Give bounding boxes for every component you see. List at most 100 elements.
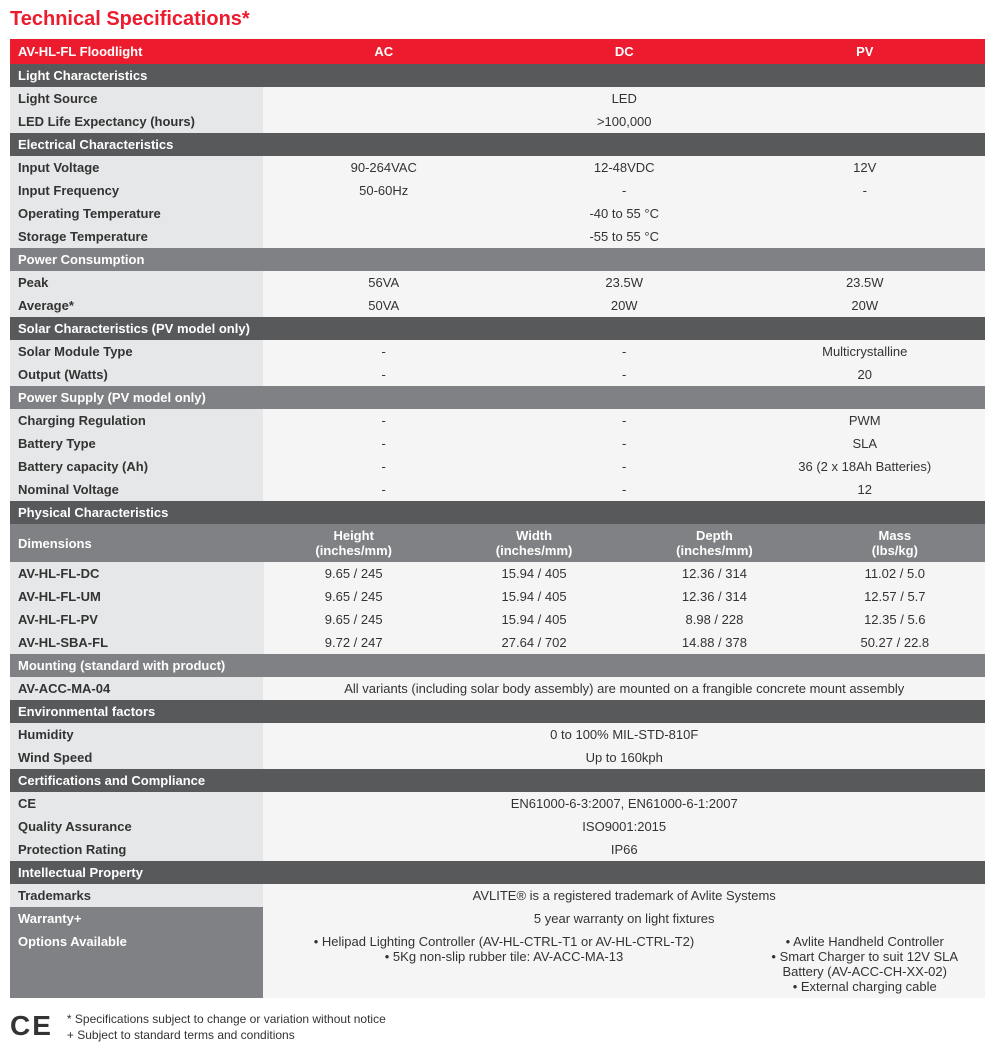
section-psupply: Power Supply (PV model only)	[10, 386, 985, 409]
row-label: Peak	[10, 271, 263, 294]
dim-value: 9.72 / 247	[264, 631, 444, 654]
row-label: Light Source	[10, 87, 263, 110]
ce-mark-icon: CE	[10, 1012, 53, 1040]
row-value: 23.5W	[744, 271, 985, 294]
option-item: External charging cable	[752, 979, 977, 994]
row-value: 20W	[504, 294, 745, 317]
dim-col-height: Height (inches/mm)	[264, 524, 444, 562]
row-value: -	[263, 432, 504, 455]
row-label: AV-ACC-MA-04	[10, 677, 263, 700]
header-col-dc: DC	[504, 39, 745, 64]
header-product: AV-HL-FL Floodlight	[10, 39, 263, 64]
row-value: ISO9001:2015	[263, 815, 985, 838]
row-label: Input Frequency	[10, 179, 263, 202]
footnote-line: * Specifications subject to change or va…	[67, 1012, 386, 1028]
section-mounting: Mounting (standard with product)	[10, 654, 985, 677]
row-value: -40 to 55 °C	[263, 202, 985, 225]
dim-value: 14.88 / 378	[624, 631, 804, 654]
row-label: Nominal Voltage	[10, 478, 263, 501]
dim-value: 9.65 / 245	[264, 608, 444, 631]
dim-row-label: AV-HL-SBA-FL	[10, 631, 264, 654]
dim-value: 27.64 / 702	[444, 631, 624, 654]
footnotes: CE * Specifications subject to change or…	[10, 1012, 985, 1043]
row-value: 20W	[744, 294, 985, 317]
header-col-ac: AC	[263, 39, 504, 64]
row-label: Input Voltage	[10, 156, 263, 179]
row-value: -	[263, 363, 504, 386]
row-value: -55 to 55 °C	[263, 225, 985, 248]
row-value: 50-60Hz	[263, 179, 504, 202]
row-value: 90-264VAC	[263, 156, 504, 179]
row-value: -	[263, 478, 504, 501]
dim-row-label: AV-HL-FL-PV	[10, 608, 264, 631]
dim-value: 15.94 / 405	[444, 608, 624, 631]
row-value: -	[504, 432, 745, 455]
dim-value: 12.57 / 5.7	[805, 585, 985, 608]
row-label: Output (Watts)	[10, 363, 263, 386]
dim-col-width: Width (inches/mm)	[444, 524, 624, 562]
row-value: 36 (2 x 18Ah Batteries)	[744, 455, 985, 478]
row-label: Protection Rating	[10, 838, 263, 861]
dim-value: 9.65 / 245	[264, 562, 444, 585]
dim-row-label: AV-HL-FL-DC	[10, 562, 264, 585]
option-item: Avlite Handheld Controller	[752, 934, 977, 949]
section-cert: Certifications and Compliance	[10, 769, 985, 792]
row-value: -	[504, 340, 745, 363]
dim-value: 11.02 / 5.0	[805, 562, 985, 585]
row-label-options: Options Available	[10, 930, 263, 998]
row-value: AVLITE® is a registered trademark of Avl…	[263, 884, 985, 907]
row-value: 50VA	[263, 294, 504, 317]
footnote-line: + Subject to standard terms and conditio…	[67, 1028, 386, 1044]
row-label: Humidity	[10, 723, 263, 746]
dim-value: 12.36 / 314	[624, 585, 804, 608]
row-label: Battery capacity (Ah)	[10, 455, 263, 478]
dim-col-depth: Depth (inches/mm)	[624, 524, 804, 562]
dim-value: 15.94 / 405	[444, 585, 624, 608]
row-value: -	[504, 409, 745, 432]
row-label-warranty: Warranty+	[10, 907, 263, 930]
section-ip: Intellectual Property	[10, 861, 985, 884]
dim-value: 8.98 / 228	[624, 608, 804, 631]
section-physical: Physical Characteristics	[10, 501, 985, 524]
row-value: All variants (including solar body assem…	[263, 677, 985, 700]
row-value: 12-48VDC	[504, 156, 745, 179]
row-label: Quality Assurance	[10, 815, 263, 838]
row-value: 20	[744, 363, 985, 386]
row-value: -	[263, 340, 504, 363]
row-value: -	[263, 455, 504, 478]
option-item: Helipad Lighting Controller (AV-HL-CTRL-…	[271, 934, 736, 949]
row-value: >100,000	[263, 110, 985, 133]
row-label: Wind Speed	[10, 746, 263, 769]
row-label: LED Life Expectancy (hours)	[10, 110, 263, 133]
page-title: Technical Specifications*	[10, 8, 985, 31]
row-value: PWM	[744, 409, 985, 432]
row-value: LED	[263, 87, 985, 110]
dim-row-label: AV-HL-FL-UM	[10, 585, 264, 608]
row-value: IP66	[263, 838, 985, 861]
header-col-pv: PV	[744, 39, 985, 64]
row-label: Solar Module Type	[10, 340, 263, 363]
row-value: 23.5W	[504, 271, 745, 294]
section-light: Light Characteristics	[10, 64, 985, 87]
dim-value: 12.35 / 5.6	[805, 608, 985, 631]
row-value: -	[504, 478, 745, 501]
option-item: 5Kg non-slip rubber tile: AV-ACC-MA-13	[271, 949, 736, 964]
dim-value: 9.65 / 245	[264, 585, 444, 608]
dim-value: 12.36 / 314	[624, 562, 804, 585]
spec-table: AV-HL-FL Floodlight AC DC PV Light Chara…	[10, 39, 985, 524]
row-value: 12	[744, 478, 985, 501]
row-label: Charging Regulation	[10, 409, 263, 432]
option-item: Smart Charger to suit 12V SLA Battery (A…	[752, 949, 977, 979]
row-label: CE	[10, 792, 263, 815]
section-power: Power Consumption	[10, 248, 985, 271]
row-value: -	[263, 409, 504, 432]
row-value: 5 year warranty on light fixtures	[263, 907, 985, 930]
row-label: Operating Temperature	[10, 202, 263, 225]
options-left: Helipad Lighting Controller (AV-HL-CTRL-…	[263, 930, 744, 998]
table-header-row: AV-HL-FL Floodlight AC DC PV	[10, 39, 985, 64]
row-value: EN61000-6-3:2007, EN61000-6-1:2007	[263, 792, 985, 815]
row-label: Battery Type	[10, 432, 263, 455]
dim-value: 50.27 / 22.8	[805, 631, 985, 654]
spec-table-lower: Mounting (standard with product) AV-ACC-…	[10, 654, 985, 998]
row-value: -	[504, 179, 745, 202]
